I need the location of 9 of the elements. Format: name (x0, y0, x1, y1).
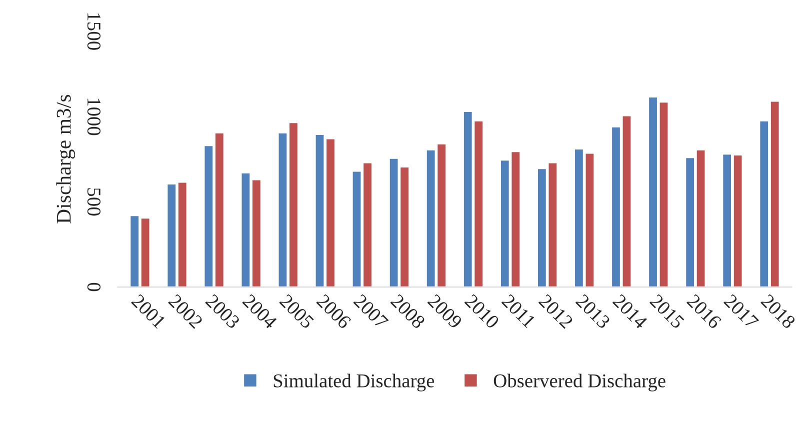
y-tick-label: 0 (87, 282, 101, 292)
y-tick-label: 500 (87, 188, 101, 216)
x-tick-label: 2007 (353, 294, 389, 330)
y-tick-label: 1500 (87, 13, 101, 50)
legend-label: Simulated Discharge (274, 374, 434, 392)
legend-label: Observered Discharge (494, 374, 666, 392)
y-tick-label: 1000 (87, 98, 101, 136)
y-axis-title: Discharge m3/s (56, 94, 76, 224)
x-tick-label: 2017 (723, 294, 760, 330)
